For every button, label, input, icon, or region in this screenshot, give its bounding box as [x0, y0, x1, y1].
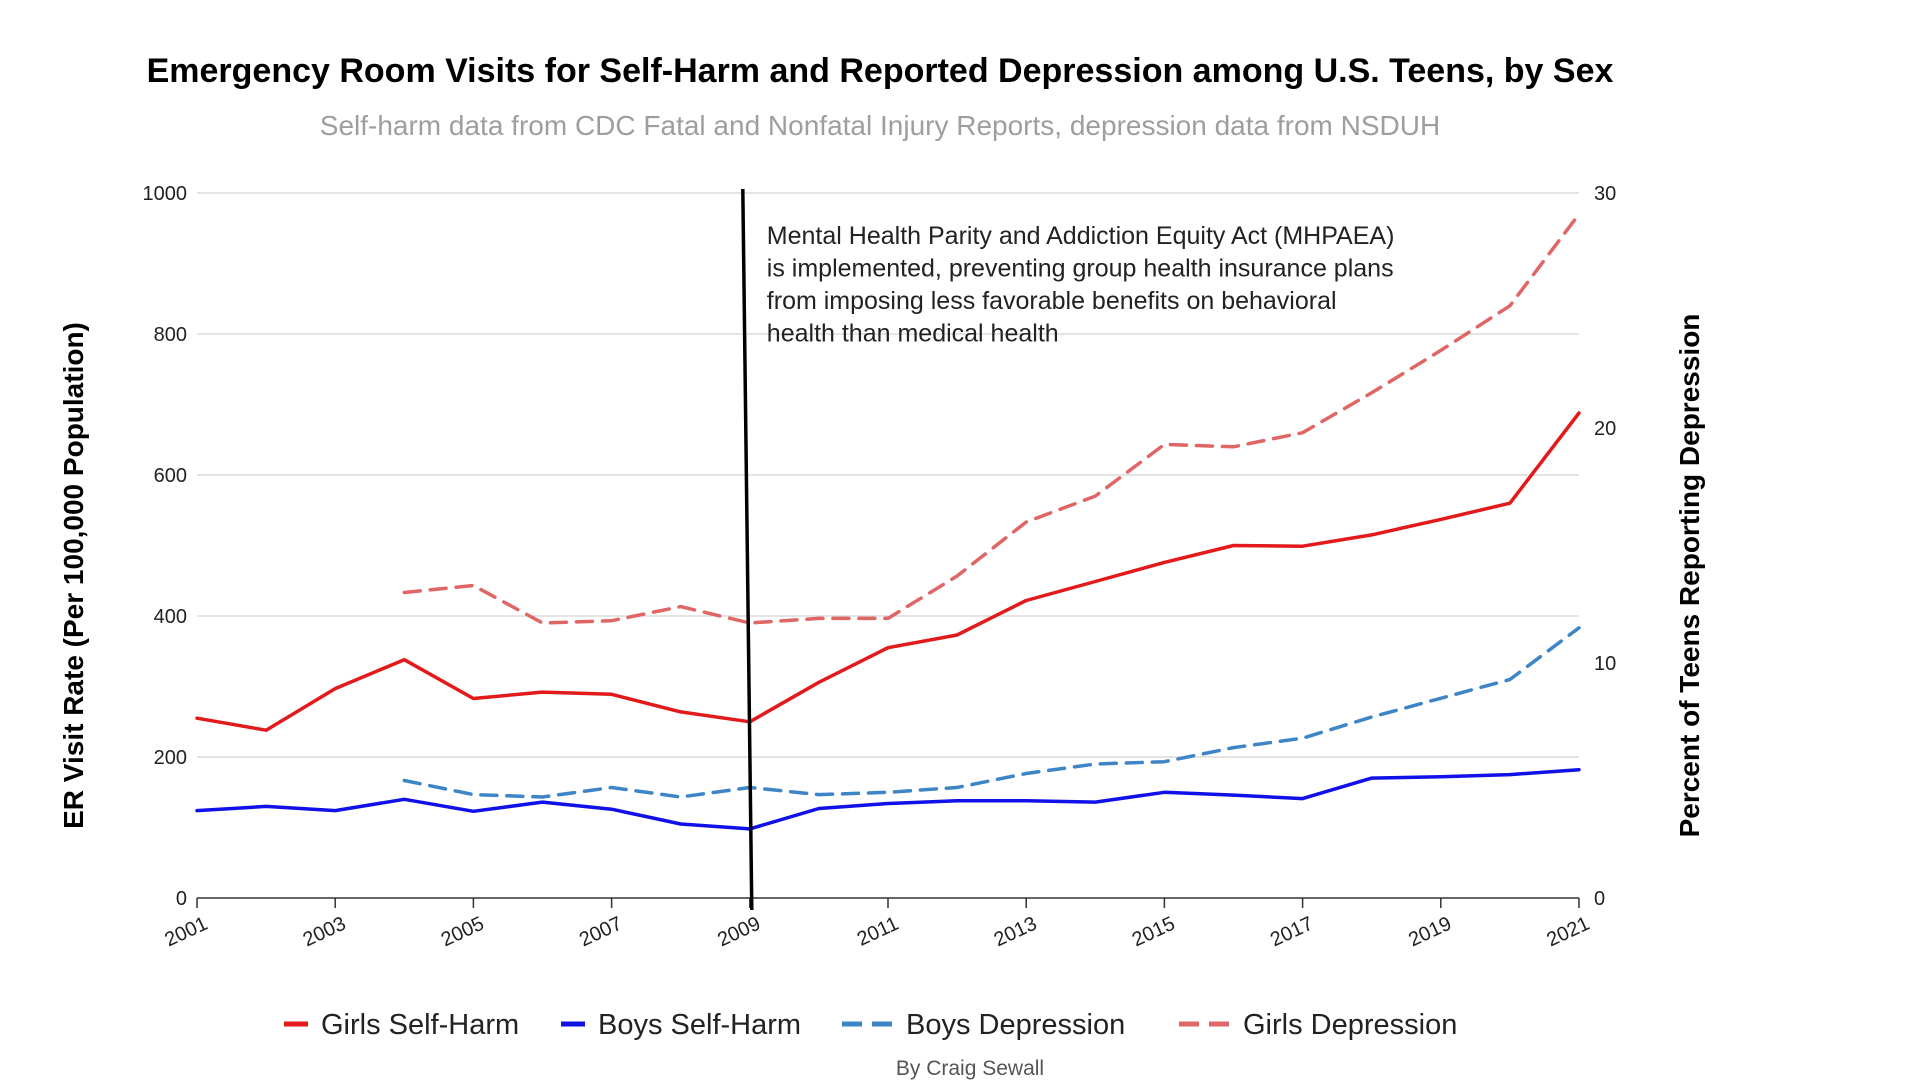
y2-tick-label: 10 — [1594, 653, 1616, 675]
gridlines — [197, 192, 1579, 758]
series-line-boys-self-harm — [195, 767, 1581, 831]
x-tick-label: 2015 — [1129, 913, 1179, 952]
y2-axis-title: Percent of Teens Reporting Depression — [1674, 314, 1705, 838]
legend-label: Girls Self-Harm — [321, 1009, 519, 1041]
y-tick-label: 400 — [154, 606, 187, 628]
x-tick-label: 2005 — [438, 913, 488, 952]
y2-tick-label: 20 — [1594, 418, 1616, 440]
legend: Girls Self-Harm Boys Self-Harm Boys Depres… — [284, 1009, 1457, 1041]
credit-text: By Craig Sewall — [895, 1057, 1045, 1080]
x-tick-label: 2001 — [161, 913, 211, 952]
annotation: Mental Health Parity and Addiction Equit… — [741, 188, 1395, 911]
y-tick-label: 200 — [154, 747, 187, 769]
y-tick-label: 0 — [176, 888, 187, 910]
x-tick-label: 2007 — [576, 913, 626, 952]
annotation-text-line: from imposing less favorable benefits on… — [767, 287, 1337, 315]
y-tick-label: 600 — [154, 465, 187, 487]
chart-subtitle: Self-harm data from CDC Fatal and Nonfat… — [319, 110, 1441, 141]
y2-tick-label: 30 — [1594, 183, 1616, 205]
y2-tick-label: 0 — [1594, 888, 1605, 910]
y-tick-label: 1000 — [143, 183, 188, 205]
chart-title: Emergency Room Visits for Self-Harm and … — [146, 52, 1614, 90]
series-line-boys-depression — [402, 626, 1581, 799]
series-lines — [195, 212, 1581, 831]
x-tick-label: 2021 — [1543, 913, 1593, 952]
x-tick-label: 2011 — [854, 913, 902, 951]
annotation-text-line: health than medical health — [767, 320, 1059, 348]
y-axis-title: ER Visit Rate (Per 100,000 Population) — [58, 322, 89, 829]
legend-label: Girls Depression — [1243, 1009, 1457, 1041]
x-tick-label: 2003 — [300, 913, 350, 952]
annotation-text-line: Mental Health Parity and Addiction Equit… — [767, 222, 1395, 250]
x-tick-label: 2013 — [991, 913, 1041, 952]
annotation-text-line: is implemented, preventing group health … — [767, 255, 1394, 283]
series-line-girls-self-harm — [195, 411, 1581, 732]
annotation-line — [741, 188, 754, 911]
legend-label: Boys Depression — [906, 1009, 1125, 1041]
y-tick-label: 800 — [154, 324, 187, 346]
x-tick-label: 2009 — [714, 913, 764, 952]
x-tick-label: 2019 — [1405, 913, 1455, 952]
legend-label: Boys Self-Harm — [598, 1009, 801, 1041]
x-tick-label: 2017 — [1267, 913, 1317, 952]
